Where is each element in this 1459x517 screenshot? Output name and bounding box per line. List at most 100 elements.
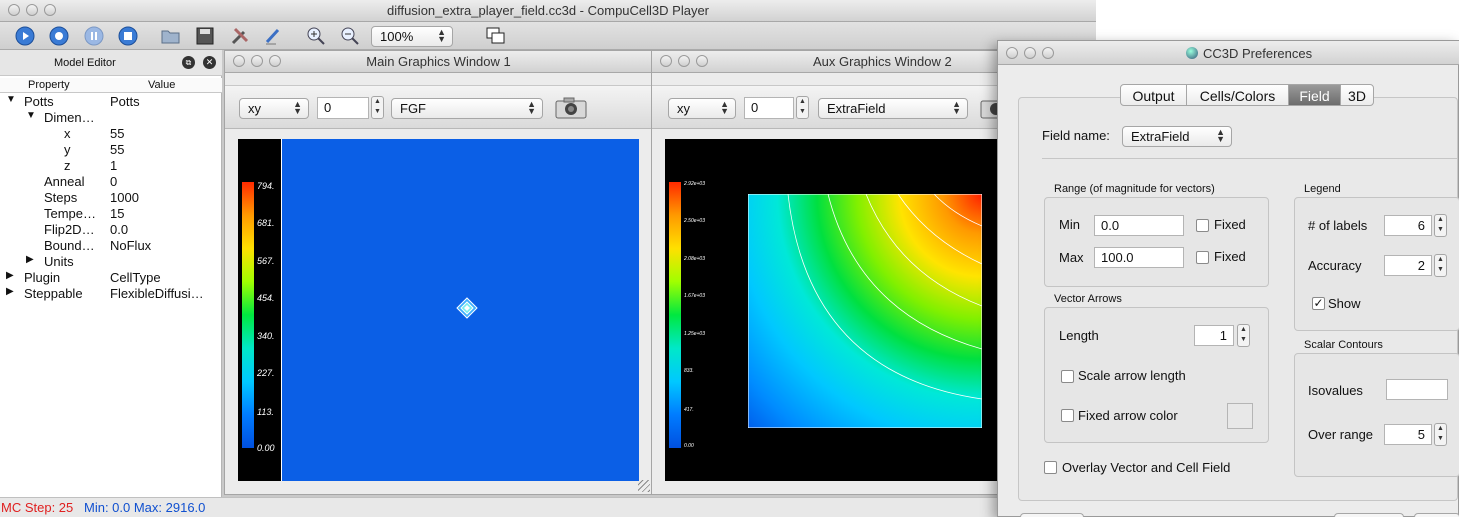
accuracy-stepper[interactable]: ▲ ▼ — [1434, 254, 1447, 277]
colorbar-2 — [669, 182, 681, 448]
colorbar-label: 794. — [257, 181, 275, 191]
field-select[interactable]: FGF ▲ ▼ — [391, 98, 543, 119]
tree-prop: Bound… — [44, 238, 95, 253]
tab-cells-colors[interactable]: Cells/Colors — [1187, 85, 1289, 105]
stop-icon[interactable] — [118, 26, 138, 46]
tree-prop: Potts — [24, 94, 54, 109]
labels-count-input[interactable]: 6 — [1384, 215, 1432, 236]
tree-header: Property Value — [0, 78, 222, 93]
tree-value: 0 — [110, 174, 118, 189]
min-fixed-label: Fixed — [1214, 217, 1246, 232]
tree-value: 1000 — [110, 190, 139, 205]
over-range-label: Over range — [1308, 427, 1374, 442]
isovalues-input[interactable] — [1386, 379, 1448, 400]
window-controls[interactable] — [8, 4, 56, 16]
window-controls[interactable] — [1006, 47, 1054, 59]
position-input[interactable]: 0 — [744, 97, 794, 119]
arrow-length-stepper[interactable]: ▲ ▼ — [1237, 324, 1250, 347]
tree-prop: z — [64, 158, 71, 173]
range-min-input[interactable]: 0.0 — [1094, 215, 1184, 236]
isovalues-label: Isovalues — [1308, 383, 1363, 398]
expand-closed-icon[interactable]: ▶ — [6, 286, 14, 297]
windows-icon[interactable] — [486, 27, 506, 45]
resize-grip-icon[interactable] — [638, 480, 650, 492]
tab-3d[interactable]: 3D — [1348, 88, 1366, 104]
arrow-length-input[interactable]: 1 — [1194, 325, 1234, 346]
overlay-checkbox[interactable] — [1044, 461, 1057, 474]
plane-select[interactable]: xy ▲ ▼ — [239, 98, 309, 119]
edit-icon[interactable] — [263, 26, 283, 46]
colorbar-label: 1.25e+03 — [684, 331, 705, 337]
max-fixed-checkbox[interactable] — [1196, 251, 1209, 264]
extra-field-plot[interactable] — [748, 194, 982, 428]
zoom-in-icon[interactable] — [306, 26, 326, 46]
tab-field[interactable]: Field — [1289, 85, 1341, 105]
dialog-button-left[interactable] — [1020, 513, 1084, 517]
window-controls[interactable] — [660, 55, 708, 67]
field-value: ExtraField — [827, 101, 886, 116]
expand-closed-icon[interactable]: ▶ — [26, 254, 34, 265]
accuracy-input[interactable]: 2 — [1384, 255, 1432, 276]
toolbar: 100% ▲ ▼ — [0, 22, 1096, 50]
expand-closed-icon[interactable]: ▶ — [6, 270, 14, 281]
tab-output[interactable]: Output — [1121, 85, 1187, 105]
field-name-value: ExtraField — [1131, 129, 1190, 144]
open-folder-icon[interactable] — [161, 27, 181, 45]
preferences-title: CC3D Preferences — [1203, 46, 1313, 61]
colorbar-label: 833. — [684, 368, 694, 374]
model-editor-title: Model Editor — [54, 57, 116, 69]
position-stepper[interactable]: ▲ ▼ — [796, 96, 809, 119]
dialog-button-right[interactable] — [1334, 513, 1404, 517]
tree-value: 1 — [110, 158, 118, 173]
tree-value: FlexibleDiffusi… — [110, 286, 204, 301]
tree-prop: Tempe… — [44, 206, 97, 221]
plane-select[interactable]: xy ▲ ▼ — [668, 98, 736, 119]
field-select[interactable]: ExtraField ▲ ▼ — [818, 98, 968, 119]
position-stepper[interactable]: ▲ ▼ — [371, 96, 384, 119]
colorbar-label: 454. — [257, 293, 275, 303]
field-name-select[interactable]: ExtraField ▲ ▼ — [1122, 126, 1232, 147]
run-icon[interactable] — [15, 26, 35, 46]
show-legend-checkbox[interactable]: ✓ — [1312, 296, 1325, 310]
tools-icon[interactable] — [230, 26, 250, 46]
step-icon[interactable] — [49, 26, 69, 46]
range-max-input[interactable]: 100.0 — [1094, 247, 1184, 268]
plane-value: xy — [677, 101, 690, 116]
zoom-out-icon[interactable] — [340, 26, 360, 46]
tree-prop: Anneal — [44, 174, 85, 189]
min-fixed-checkbox[interactable] — [1196, 219, 1209, 232]
over-range-stepper[interactable]: ▲ ▼ — [1434, 423, 1447, 446]
dialog-button-far-right[interactable] — [1414, 513, 1459, 517]
tab-bar: Output Cells/Colors Field 3D — [1120, 84, 1374, 106]
graphics-view-1[interactable]: 794. 681. 567. 454. 340. 227. 113. 0.00 — [238, 139, 639, 481]
graphics-window-1-title: Main Graphics Window 1 — [366, 54, 511, 69]
pause-icon[interactable] — [84, 26, 104, 46]
legend-group-title: Legend — [1304, 183, 1341, 195]
field-value: FGF — [400, 101, 426, 116]
fixed-arrow-color-checkbox[interactable] — [1061, 409, 1074, 422]
tree-value: CellType — [110, 270, 161, 285]
position-input[interactable]: 0 — [317, 97, 369, 119]
zoom-select[interactable]: 100% ▲ ▼ — [371, 26, 453, 47]
window-controls[interactable] — [233, 55, 281, 67]
colorbar-label: 340. — [257, 331, 275, 341]
graphics-window-2-title: Aux Graphics Window 2 — [813, 54, 952, 69]
arrow-color-swatch[interactable] — [1227, 403, 1253, 429]
expand-open-icon[interactable]: ▼ — [26, 110, 36, 121]
save-icon[interactable] — [196, 27, 214, 45]
labels-count-label: # of labels — [1308, 218, 1368, 233]
graphics-view-2[interactable]: 2.92e+03 2.50e+03 2.08e+03 1.67e+03 1.25… — [665, 139, 999, 481]
over-range-input[interactable]: 5 — [1384, 424, 1432, 445]
tree-prop: Steps — [44, 190, 78, 205]
camera-icon[interactable] — [555, 97, 587, 119]
float-icon[interactable]: ⧉ — [182, 56, 195, 69]
labels-count-stepper[interactable]: ▲ ▼ — [1434, 214, 1447, 237]
range-min-label: Min — [1059, 217, 1080, 232]
scalar-contours-group — [1294, 353, 1459, 477]
colorbar-label: 2.08e+03 — [684, 256, 705, 262]
range-max-label: Max — [1059, 250, 1084, 265]
expand-open-icon[interactable]: ▼ — [6, 94, 16, 105]
close-icon[interactable]: ✕ — [203, 56, 216, 69]
scale-arrow-checkbox[interactable] — [1061, 370, 1074, 383]
